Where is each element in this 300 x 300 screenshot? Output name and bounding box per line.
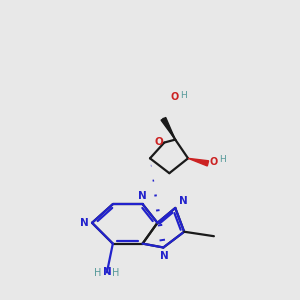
Polygon shape xyxy=(188,158,208,166)
Text: N: N xyxy=(179,196,188,206)
Text: H: H xyxy=(112,268,120,278)
Text: O: O xyxy=(209,157,218,167)
Text: N: N xyxy=(138,190,147,200)
Text: N: N xyxy=(103,268,111,278)
Text: H: H xyxy=(181,91,188,100)
Text: O: O xyxy=(171,92,179,102)
Text: H: H xyxy=(94,268,102,278)
Polygon shape xyxy=(161,118,175,140)
Text: O: O xyxy=(154,137,163,147)
Text: N: N xyxy=(160,251,169,261)
Text: H: H xyxy=(219,155,226,164)
Text: N: N xyxy=(80,218,88,228)
